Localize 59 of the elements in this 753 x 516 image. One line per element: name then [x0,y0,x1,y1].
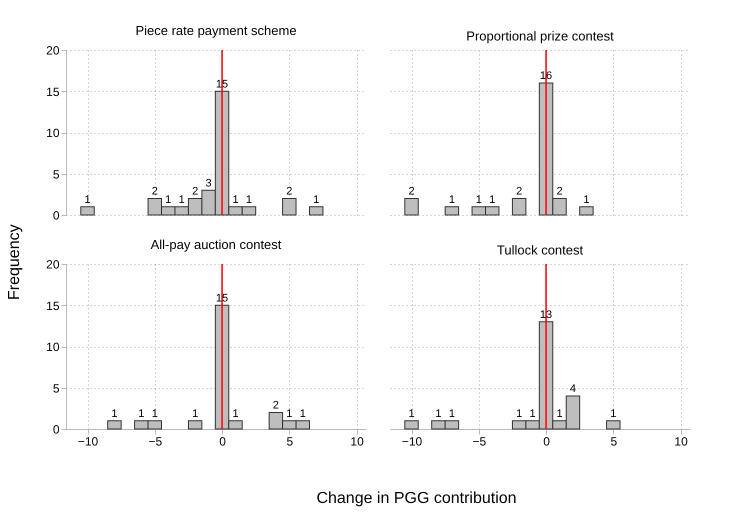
data-label: 1 [489,194,496,206]
data-label: 1 [448,408,455,420]
data-label: 1 [246,194,252,206]
data-label: 1 [138,408,144,420]
data-label: 2 [152,186,158,198]
data-label: 1 [84,194,91,206]
x-tick-label: −5 [472,434,486,448]
data-label: 2 [272,400,279,412]
x-tick-label: −5 [148,434,162,448]
data-label: 1 [300,408,306,420]
y-tick-label: 15 [46,84,60,99]
x-tick-label: 10 [350,434,364,448]
data-label: 4 [570,383,576,395]
y-tick-label: 20 [46,258,60,272]
data-label: 1 [313,194,320,206]
y-tick-label: 0 [52,422,60,436]
y-tick-label: 10 [46,126,60,140]
data-label: 1 [165,194,172,206]
data-label: 1 [232,194,239,206]
data-label: 1 [530,408,536,420]
x-tick-label: 5 [610,434,618,448]
y-tick-label: 5 [52,167,60,182]
data-label: 2 [556,186,563,198]
x-tick-label: 0 [219,434,226,448]
data-label: 1 [556,408,563,420]
x-tick-label: 0 [543,434,550,448]
data-label: 2 [516,186,522,198]
data-label: 2 [286,186,292,198]
data-label: 1 [286,408,292,420]
data-label: 1 [516,408,522,420]
data-label: 1 [583,194,590,206]
x-tick-label: 5 [286,434,294,448]
y-tick-label: 20 [46,44,60,58]
chart-title: Proportional prize contest [466,28,614,44]
x-tick-label: −10 [78,434,99,448]
data-label: 1 [448,194,455,206]
data-label: 1 [476,194,482,206]
data-label: 3 [206,177,212,190]
data-label: 1 [192,408,198,420]
chart-title: Tullock contest [496,242,584,258]
y-tick-label: 5 [52,381,60,396]
data-label: 1 [435,408,442,420]
data-label: 1 [610,408,616,420]
chart-title: Piece rate payment scheme [135,23,297,38]
x-tick-label: 10 [674,434,688,448]
data-label: 1 [152,408,158,420]
data-label: 1 [178,194,185,206]
chart-title: All-pay auction contest [150,237,282,252]
y-tick-label: 0 [52,208,60,222]
x-tick-label: −10 [402,434,423,448]
x-axis-title: Change in PGG contribution [315,490,518,508]
data-label: 2 [192,186,198,198]
y-tick-label: 10 [46,340,60,354]
data-label: 2 [408,186,415,198]
y-axis-title: Frequency [6,224,24,300]
data-label: 1 [408,408,415,420]
y-tick-label: 15 [46,298,60,313]
data-label: 1 [111,408,118,420]
data-label: 1 [232,408,239,420]
